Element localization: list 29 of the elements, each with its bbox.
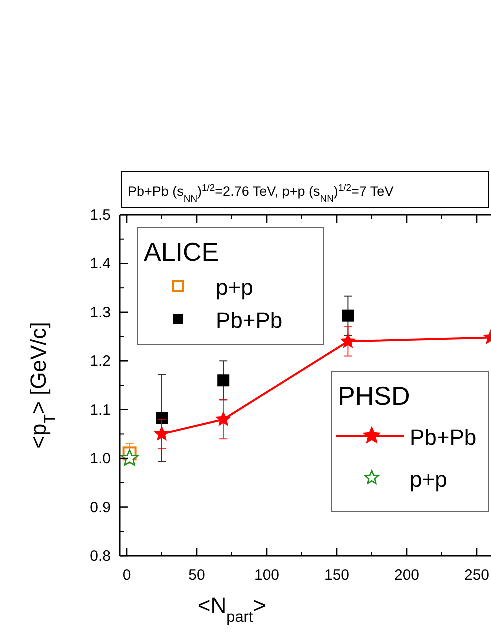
point bbox=[342, 310, 354, 322]
x-tick-label: 150 bbox=[324, 567, 350, 584]
x-tick-label: 200 bbox=[394, 567, 420, 584]
y-tick-label: 1.5 bbox=[90, 207, 111, 224]
point bbox=[121, 450, 138, 466]
y-tick-label: 1.4 bbox=[90, 256, 111, 273]
point bbox=[218, 374, 230, 387]
point bbox=[156, 412, 168, 424]
y-tick-label: 1.0 bbox=[90, 450, 111, 468]
point bbox=[216, 411, 232, 426]
x-tick-label: 0 bbox=[122, 567, 132, 584]
x-axis-title: <N$_{part}$> bbox=[198, 593, 266, 626]
annotation: ALICE bbox=[144, 237, 220, 267]
y-tick-label: 1.1 bbox=[90, 402, 111, 419]
legend-label: p+p bbox=[216, 275, 254, 300]
y-tick-label: 1.2 bbox=[90, 353, 111, 370]
chart-title: Pb+Pb (s$_{NN}$)$^{1/2}$=2.76 TeV, p+p (s$_{NN}$)$^{1/2}$=7 TeV bbox=[128, 182, 394, 204]
y-tick-label: 1.3 bbox=[90, 304, 111, 322]
y-tick-label: 0.9 bbox=[90, 499, 111, 516]
point bbox=[154, 426, 170, 442]
point bbox=[340, 333, 356, 348]
x-tick-label: 50 bbox=[188, 567, 206, 584]
x-tick-label: 100 bbox=[254, 567, 280, 584]
annotation: PHSD bbox=[338, 381, 410, 411]
legend-label: p+p bbox=[410, 467, 448, 492]
legend-label: Pb+Pb bbox=[410, 425, 477, 450]
legend-label: Pb+Pb bbox=[216, 308, 283, 333]
y-tick-label: 0.8 bbox=[90, 548, 111, 565]
x-tick-label: 250 bbox=[464, 567, 490, 584]
